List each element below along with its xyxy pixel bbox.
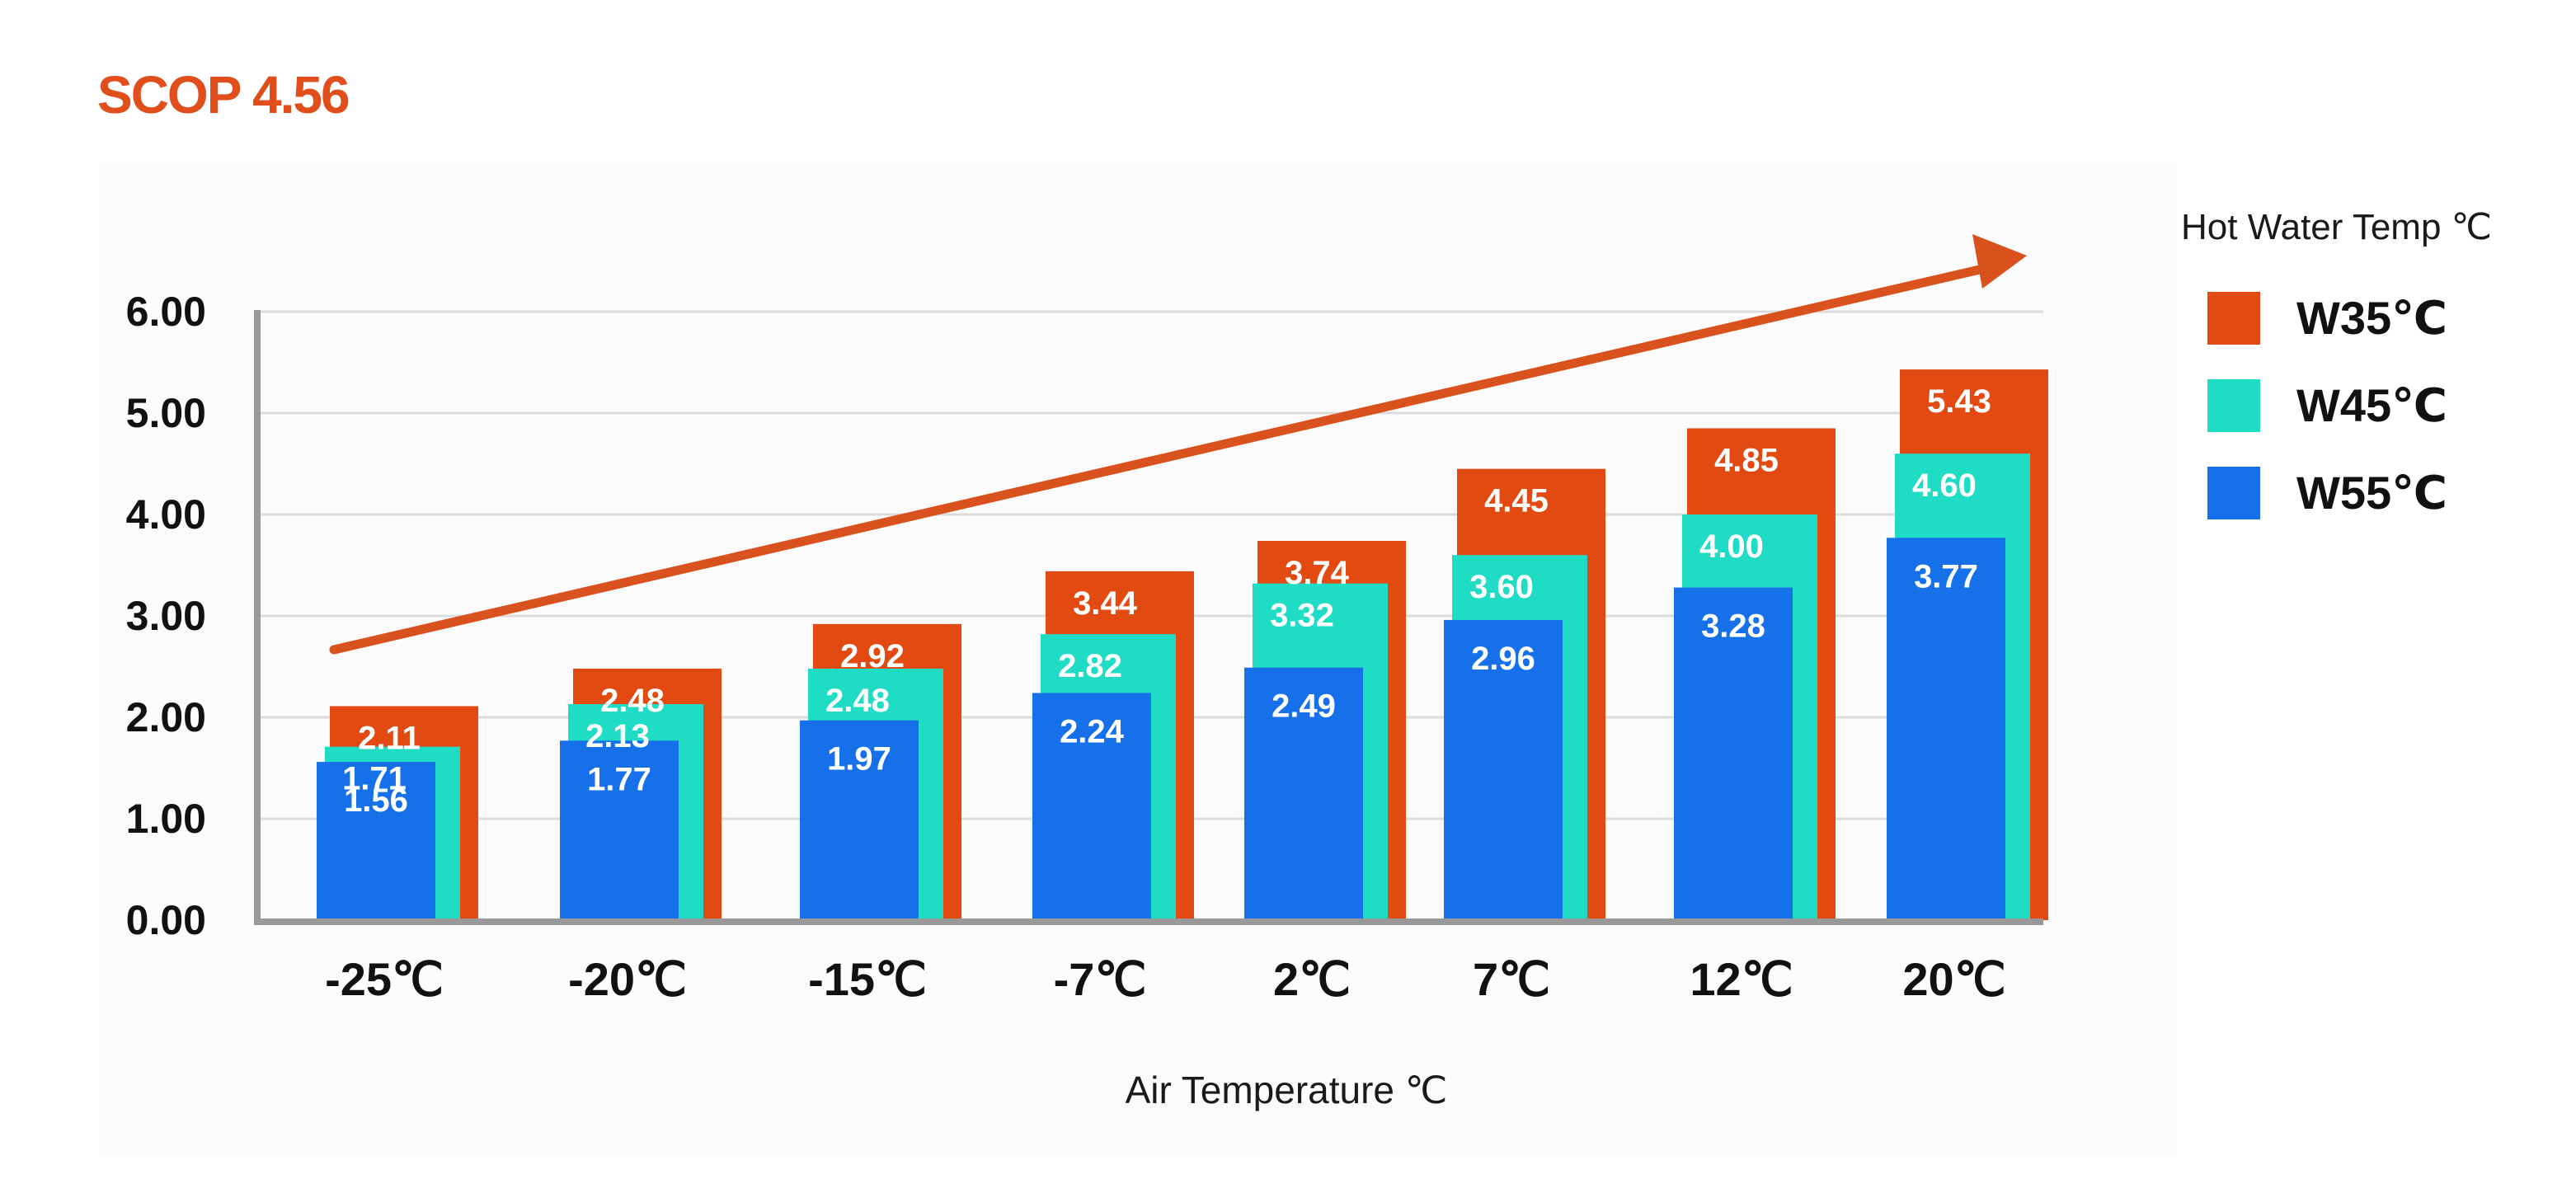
y-tick-label: 6.00 (126, 289, 206, 335)
x-axis-title: Air Temperature ℃ (1126, 1069, 1448, 1111)
bar-w55c-0 (317, 762, 435, 920)
data-label: 3.74 (1285, 555, 1350, 591)
x-tick-label: -25℃ (325, 953, 444, 1005)
y-tick-label: 5.00 (126, 390, 206, 436)
data-label: 1.56 (344, 782, 408, 819)
x-tick-label: -20℃ (568, 953, 687, 1005)
bar-w55c-6 (1674, 587, 1793, 920)
legend-item-w45: W45℃ (2207, 377, 2492, 435)
data-label: 1.97 (827, 741, 891, 778)
trend-arrow-shaft (329, 264, 1988, 655)
bar-w55c-4 (1244, 667, 1363, 920)
data-label: 4.85 (1714, 442, 1779, 478)
arrow-layer (329, 234, 2027, 655)
y-tick-label: 2.00 (126, 694, 206, 740)
scop-title: SCOP 4.56 (97, 65, 350, 124)
data-label: 5.43 (1927, 383, 1991, 420)
legend-label-w35: W35℃ (2296, 292, 2447, 344)
bar-w55c-3 (1032, 693, 1151, 920)
bar-layer (317, 369, 2048, 920)
legend-label-w55: W55℃ (2296, 467, 2447, 519)
data-label: 2.82 (1058, 648, 1122, 684)
x-tick-label: 20℃ (1902, 953, 2005, 1005)
label-layer: 2.11 2.48 2.92 3.44 3.74 4.45 4.85 5.43 1.71 2.13… (342, 383, 1991, 819)
data-label: 2.48 (600, 683, 665, 719)
legend-label-w45: W45℃ (2296, 379, 2447, 431)
bar-w55c-7 (1887, 538, 2005, 920)
legend-swatch-w35 (2207, 292, 2260, 345)
data-label: 4.60 (1912, 467, 1977, 504)
data-label: 3.44 (1073, 585, 1138, 622)
axis-layer: 0.00 1.00 2.00 3.00 4.00 5.00 6.00 -25℃ -20℃ -15℃… (126, 289, 2043, 1005)
y-tick-label: 0.00 (126, 897, 206, 943)
data-label: 2.92 (840, 638, 905, 674)
bar-w55c-1 (560, 740, 679, 920)
legend-item-w35: W35℃ (2207, 289, 2492, 347)
x-tick-label: -15℃ (808, 953, 927, 1005)
y-tick-label: 4.00 (126, 491, 206, 538)
legend-swatch-w45 (2207, 379, 2260, 432)
data-label: 2.49 (1272, 688, 1336, 725)
y-tick-label: 1.00 (126, 796, 206, 842)
data-label: 2.13 (585, 718, 650, 754)
x-tick-label: 12℃ (1690, 953, 1793, 1005)
x-tick-label: -7℃ (1054, 953, 1147, 1005)
data-label: 2.48 (825, 683, 890, 719)
data-label: 1.77 (587, 761, 651, 797)
legend-swatch-w55 (2207, 467, 2260, 519)
x-tick-label: 2℃ (1273, 953, 1351, 1005)
legend-title: Hot Water Temp ℃ (2181, 207, 2493, 247)
data-label: 3.77 (1914, 558, 1978, 594)
y-tick-label: 3.00 (126, 593, 206, 639)
x-tick-label: 7℃ (1473, 953, 1550, 1005)
data-label: 2.11 (358, 720, 421, 756)
legend: Hot Water Temp ℃ W35℃ W45℃ W55℃ (2181, 206, 2492, 552)
bar-w55c-5 (1444, 619, 1563, 920)
data-label: 4.00 (1699, 529, 1764, 565)
data-label: 1.71 (342, 761, 407, 797)
data-label: 3.60 (1469, 569, 1534, 605)
data-label: 2.24 (1060, 713, 1125, 749)
legend-item-w55: W55℃ (2207, 464, 2492, 522)
trend-arrow-head (1972, 234, 2027, 289)
bar-w55c-2 (800, 720, 919, 920)
data-label: 3.28 (1701, 608, 1765, 645)
data-label: 3.32 (1270, 598, 1334, 634)
data-label: 4.45 (1484, 483, 1549, 519)
data-label: 2.96 (1471, 641, 1535, 677)
